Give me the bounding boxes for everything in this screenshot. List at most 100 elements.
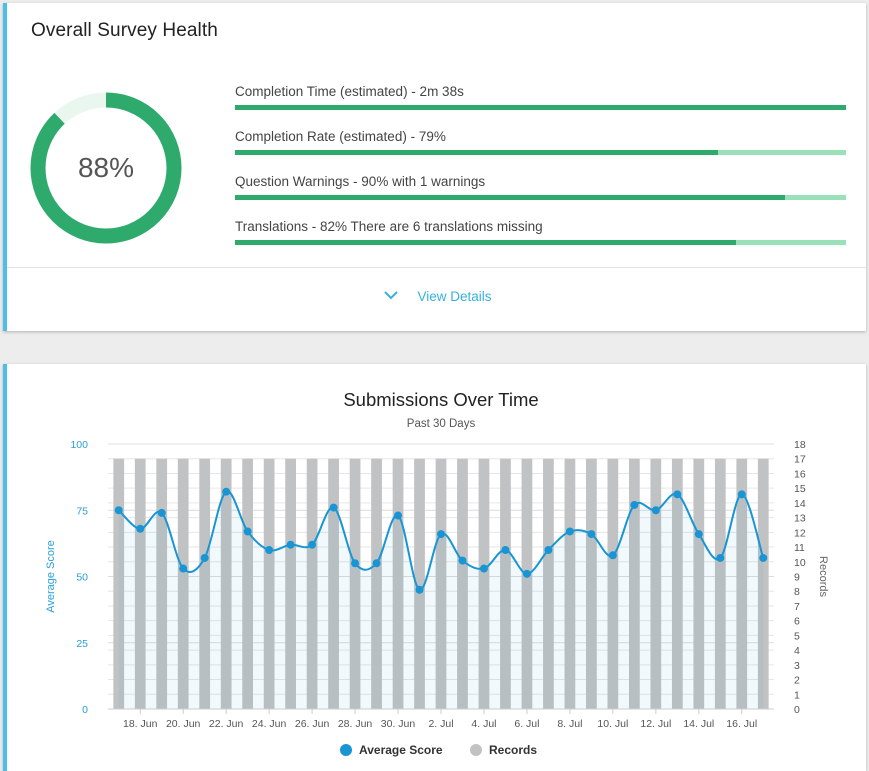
health-metric-progress-fill: [235, 150, 718, 155]
health-metric-progress-fill: [235, 105, 846, 110]
average-score-point: [222, 487, 231, 496]
records-bar: [607, 458, 619, 709]
records-bar: [134, 458, 146, 709]
health-metric-label: Translations - 82% There are 6 translati…: [235, 219, 543, 234]
average-score-point: [136, 524, 145, 533]
chart-title: Submissions Over Time: [343, 389, 538, 410]
health-metrics-list: Completion Time (estimated) - 2m 38s Comp…: [235, 81, 846, 261]
y-right-tick-label: 18: [794, 439, 806, 451]
x-tick-label: 20. Jun: [166, 718, 201, 730]
health-metric: Question Warnings - 90% with 1 warnings: [235, 171, 846, 216]
records-bar: [349, 458, 361, 709]
average-score-point: [479, 564, 488, 573]
records-bar: [199, 458, 211, 709]
legend-records-marker: [470, 744, 482, 756]
records-bar: [242, 458, 254, 709]
average-score-point: [265, 546, 274, 554]
y-right-tick-label: 15: [794, 483, 806, 495]
average-score-point: [737, 490, 746, 499]
x-tick-label: 28. Jun: [338, 718, 373, 730]
average-score-point: [351, 559, 360, 568]
average-score-point: [243, 527, 252, 536]
legend-average-score-marker: [340, 744, 352, 756]
records-bar: [414, 458, 425, 709]
y-left-tick-label: 0: [82, 704, 88, 716]
average-score-point: [114, 506, 123, 515]
view-details-button[interactable]: View Details: [7, 289, 866, 304]
health-metric-progress-track: [235, 150, 846, 155]
average-score-point: [286, 540, 295, 549]
chevron-down-icon: [384, 291, 399, 300]
y-left-tick-label: 50: [76, 572, 88, 584]
y-right-tick-label: 16: [794, 468, 806, 480]
records-bar: [457, 458, 468, 709]
records-bar: [500, 458, 511, 709]
records-bar: [628, 458, 640, 709]
health-metric-progress-track: [235, 240, 846, 245]
records-bar: [650, 458, 662, 709]
x-tick-label: 22. Jun: [209, 718, 244, 730]
legend-records-label: Records: [489, 743, 537, 757]
average-score-point: [437, 530, 445, 539]
health-score-gauge: [30, 92, 182, 244]
y-right-tick-label: 14: [794, 498, 806, 510]
average-score-point: [759, 553, 768, 562]
y-right-tick-label: 12: [794, 527, 806, 539]
average-score-point: [587, 530, 596, 539]
y-left-tick-label: 75: [76, 505, 88, 517]
y-left-tick-label: 100: [70, 439, 88, 451]
y-left-axis-title: Average Score: [45, 540, 57, 613]
average-score-point: [179, 564, 188, 573]
records-bar: [564, 458, 576, 709]
average-score-point: [630, 500, 639, 509]
x-tick-label: 24. Jun: [252, 718, 287, 730]
average-score-point: [415, 585, 424, 594]
health-metric-label: Completion Time (estimated) - 2m 38s: [235, 84, 464, 99]
records-bar: [693, 458, 705, 709]
average-score-point: [157, 508, 166, 517]
x-tick-label: 4. Jul: [471, 718, 496, 730]
records-bar: [435, 458, 447, 709]
records-bar: [285, 458, 296, 709]
survey-health-title: Overall Survey Health: [31, 20, 218, 41]
y-right-tick-label: 2: [794, 675, 800, 687]
x-tick-label: 2. Jul: [428, 718, 453, 730]
average-score-point: [458, 556, 467, 565]
y-right-tick-label: 10: [794, 557, 806, 569]
average-score-point: [372, 559, 381, 568]
health-metric-label: Completion Rate (estimated) - 79%: [235, 129, 446, 144]
average-score-point: [608, 551, 617, 560]
average-score-area: [118, 491, 764, 709]
gauge-arc: [30, 92, 182, 244]
y-right-tick-label: 13: [794, 513, 806, 525]
average-score-point: [200, 553, 209, 562]
records-bar: [714, 458, 726, 709]
health-metric-progress-fill: [235, 195, 785, 200]
records-bar: [543, 458, 554, 709]
x-tick-label: 14. Jul: [683, 718, 714, 730]
y-right-tick-label: 9: [794, 572, 800, 584]
card-divider: [7, 267, 866, 268]
records-bar: [113, 458, 125, 709]
records-bar: [156, 458, 168, 709]
records-bar: [586, 458, 597, 709]
chart-subtitle: Past 30 Days: [407, 418, 476, 430]
records-bar: [671, 458, 683, 709]
x-tick-label: 10. Jul: [597, 718, 628, 730]
average-score-point: [329, 503, 338, 512]
y-right-tick-label: 5: [794, 630, 800, 642]
health-metric-progress-track: [235, 195, 846, 200]
health-metric: Completion Time (estimated) - 2m 38s: [235, 81, 846, 126]
x-tick-label: 18. Jun: [123, 718, 158, 730]
records-bar: [177, 458, 189, 709]
legend-average-score-label: Average Score: [359, 743, 443, 757]
y-right-axis-title: Records: [817, 556, 829, 597]
y-right-tick-label: 11: [794, 542, 805, 554]
y-right-tick-label: 3: [794, 660, 800, 672]
average-score-point: [694, 530, 703, 539]
survey-health-card: Overall Survey Health 88% Completion Tim…: [3, 3, 866, 331]
records-bar: [306, 458, 318, 709]
health-score-label: 88%: [77, 152, 135, 183]
x-tick-label: 16. Jul: [726, 718, 757, 730]
y-right-tick-label: 6: [794, 616, 800, 628]
